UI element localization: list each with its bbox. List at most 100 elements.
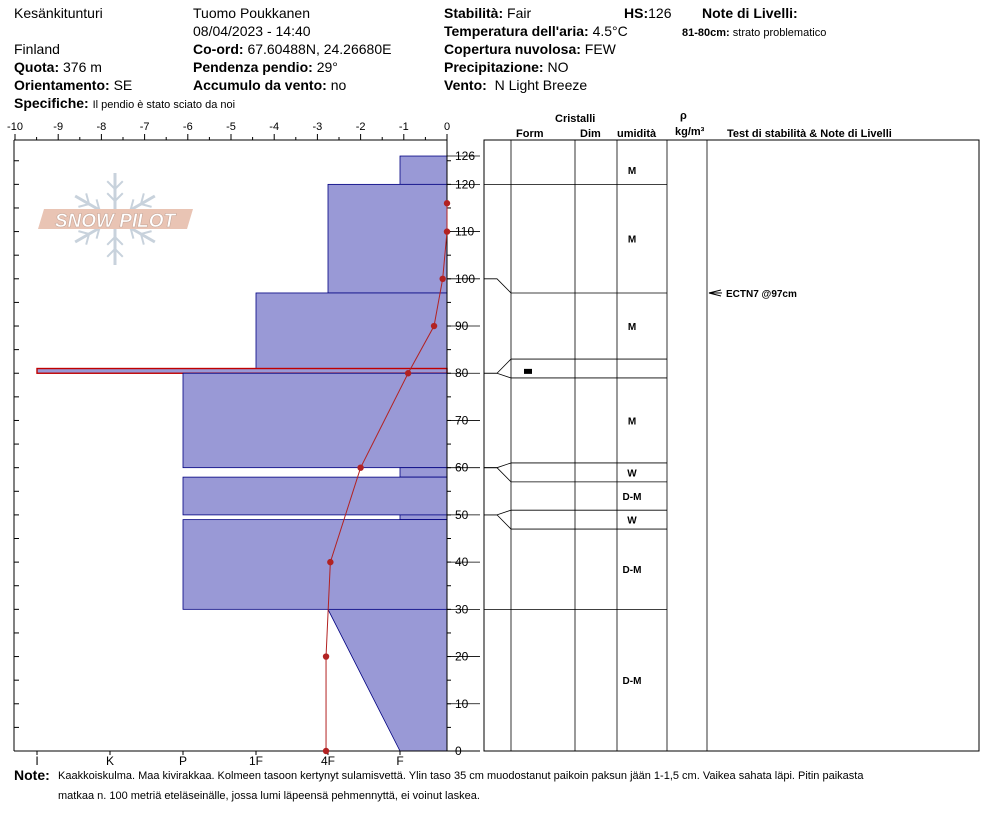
snowpilot-logo: SNOW PILOT [38, 173, 193, 265]
country: Finland [14, 41, 60, 57]
snowflake-branch [78, 203, 90, 208]
layer-connector [484, 514, 512, 530]
temperature-point [404, 370, 412, 377]
snowflake-branch [140, 233, 145, 245]
layer-connector [484, 372, 512, 379]
cloud-row: Copertura nuvolosa: FEW [444, 41, 616, 57]
snowflake-branch [129, 227, 135, 239]
height-tick-label: 80 [455, 366, 469, 380]
temp-tick-label: -5 [226, 121, 236, 133]
temp-tick-label: -2 [356, 121, 366, 133]
stability-label: Stabilità: [444, 5, 504, 21]
hardness-layer [399, 514, 448, 521]
air-temp-row: Temperatura dell'aria: 4.5°C [444, 23, 628, 39]
hardness-layer [182, 476, 448, 516]
snowflake-branch [95, 227, 101, 239]
hardness-layer [399, 467, 448, 478]
coords-value: 67.60488N, 24.26680E [247, 41, 392, 57]
snowflake-branch [106, 236, 116, 246]
datetime: 08/04/2023 - 14:40 [193, 23, 311, 39]
hs-label: HS: [624, 5, 649, 21]
snowflake-branch [114, 180, 124, 190]
hardness-tick-label: 1F [249, 754, 263, 768]
aspect-value: SE [113, 77, 133, 93]
col-umidita: umidità [617, 128, 657, 140]
snowflake-branch [78, 230, 90, 235]
hardness-profile [36, 155, 448, 752]
height-tick-label: 10 [455, 697, 469, 711]
notes-line-1: Kaakkoiskulma. Maa kivirakkaa. Kolmeen t… [58, 770, 864, 782]
temp-tick-label: -9 [53, 121, 63, 133]
height-tick-label: 90 [455, 319, 469, 333]
snowflake-branch [95, 199, 101, 211]
specifics-label: Specifiche: [14, 95, 89, 111]
hardness-tick-label: K [106, 754, 114, 768]
temperature-point [430, 322, 438, 330]
col-cristalli: Cristalli [555, 113, 596, 125]
layer-connector [484, 358, 512, 374]
snowflake-branch [140, 203, 152, 208]
temp-tick-label: -4 [269, 121, 279, 133]
precip-value: NO [547, 59, 569, 75]
wind-value: N Light Breeze [494, 77, 588, 93]
layer-connector [484, 509, 512, 516]
height-tick-label: 60 [455, 461, 469, 475]
temp-tick-label: -6 [183, 121, 193, 133]
layer-notes-label: Note di Livelli: [702, 5, 798, 21]
wetness-label: M [628, 166, 636, 177]
specifics-row: Specifiche: Il pendio è stato sciato da … [14, 95, 235, 113]
hardness-layer [182, 372, 448, 469]
snowflake-branch [106, 192, 116, 202]
temperature-profile [322, 200, 451, 755]
temperature-point [322, 653, 330, 660]
grain-symbol [524, 368, 532, 374]
height-tick-label: 110 [455, 225, 474, 239]
hardness-tick-label: I [35, 754, 38, 768]
temp-tick-label: -3 [313, 121, 323, 133]
wind-loading-row: Accumulo da vento: no [193, 77, 346, 93]
col-stability: Test di stabilità & Note di Livelli [727, 128, 892, 140]
problem-layer [36, 367, 448, 374]
aspect-label: Orientamento: [14, 77, 110, 93]
snowflake-branch [129, 199, 135, 211]
hardness-tick-label: 4F [321, 754, 335, 768]
layer-connector [484, 462, 512, 469]
air-temp-label: Temperatura dell'aria: [444, 23, 589, 39]
precip-row: Precipitazione: NO [444, 59, 568, 75]
temp-tick-label: 0 [444, 121, 450, 133]
snowflake-branch [85, 233, 90, 245]
cloud-label: Copertura nuvolosa: [444, 41, 581, 57]
wind-loading-value: no [330, 77, 347, 93]
precip-label: Precipitazione: [444, 59, 544, 75]
coords-row: Co-ord: 67.60488N, 24.26680E [193, 41, 391, 57]
location-name: Kesänkitunturi [14, 5, 103, 21]
snowflake-branch [85, 193, 90, 205]
hardness-layer [327, 183, 448, 294]
specifics-value: Il pendio è stato sciato da noi [92, 99, 236, 111]
wetness-label: M [628, 235, 636, 246]
wetness-label: M [628, 322, 636, 333]
stability-test-label: ECTN7 @97cm [726, 289, 797, 300]
elevation-label: Quota: [14, 59, 60, 75]
height-tick-label: 0 [455, 744, 462, 758]
hs-row: HS:126 [624, 5, 671, 21]
hardness-layer [399, 155, 448, 185]
layer-connector [484, 278, 512, 294]
snow-profile-chart: -10 -9 -8 -7 -6 -5 -4 -3 -2 -1 0I K P 1F 4F F0102030405… [7, 121, 980, 768]
slope-label: Pendenza pendio: [193, 59, 313, 75]
height-tick-label: 20 [455, 650, 469, 664]
notes-label: Note: [14, 767, 50, 783]
layer-note-text: strato problematico [732, 27, 827, 39]
wetness-label: M [628, 416, 636, 427]
observer: Tuomo Poukkanen [193, 5, 310, 21]
layer-connector [484, 467, 512, 483]
height-tick-label: 50 [455, 508, 469, 522]
stability-row: Stabilità: Fair [444, 5, 531, 21]
slope-row: Pendenza pendio: 29° [193, 59, 338, 75]
wetness-label: D-M [623, 492, 642, 503]
snowflake-branch [114, 192, 124, 202]
temperature-point [322, 747, 330, 755]
snowflake-branch [106, 180, 116, 190]
logo-text: SNOW PILOT [55, 211, 177, 232]
logo-banner [38, 209, 193, 229]
